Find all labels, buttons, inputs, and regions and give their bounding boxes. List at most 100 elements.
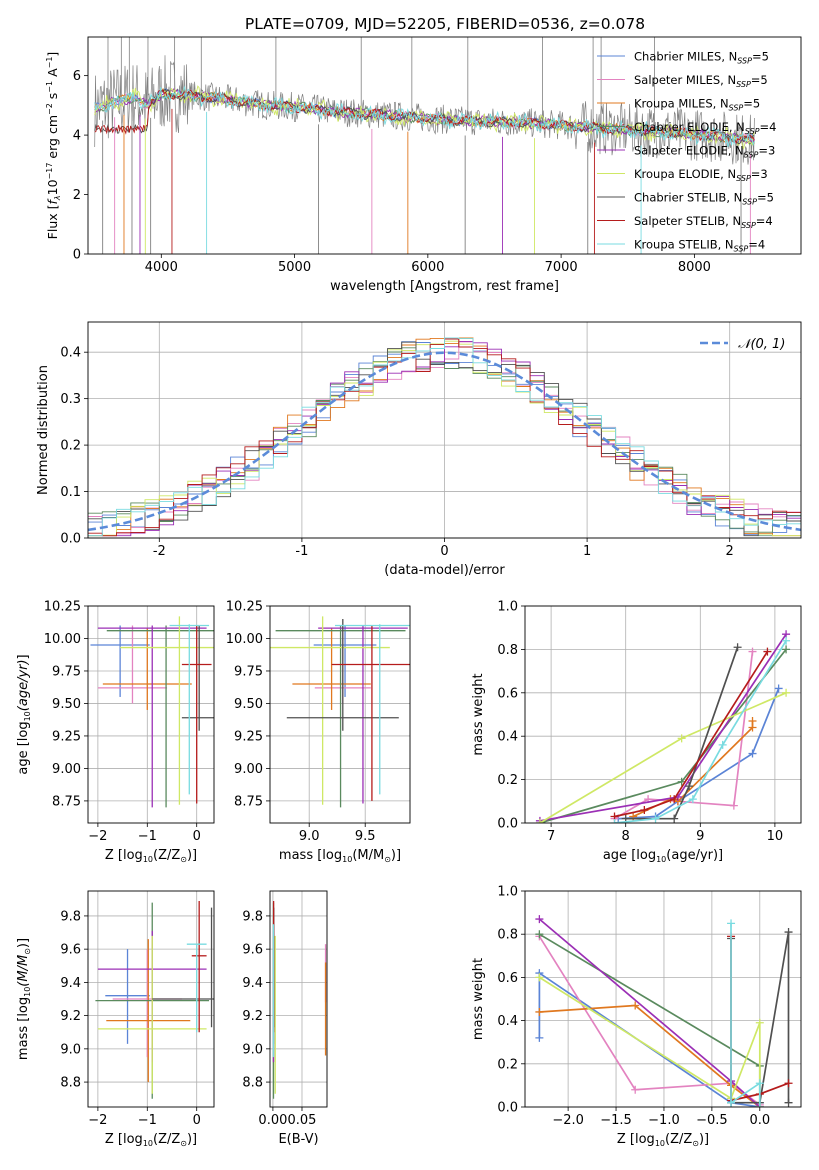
errorbar-chabrier_miles xyxy=(90,625,150,697)
x-tick-label: −1.0 xyxy=(648,1113,680,1128)
residuals-axes: -2 -1 0 1 2 0.0 0.1 0.2 0.3 0.4 (data-model)/error… xyxy=(36,321,802,578)
errorbar-salpeter_miles xyxy=(112,949,182,1058)
weight-marker xyxy=(631,1001,640,1010)
y-tick-label: 0.3 xyxy=(60,392,81,407)
weight-marker xyxy=(784,928,793,937)
y-tick-label: 1.0 xyxy=(497,885,518,900)
y-tick-label: 8.8 xyxy=(242,1076,263,1091)
legend-entry: Chabrier ELODIE, NSSP=4 xyxy=(634,120,776,136)
weight_vs_age-axes: 7 8 9 10 0.0 0.2 0.4 0.6 0.8 1.0 age [log10(age/yr… xyxy=(471,600,802,864)
spectrum-axes: 4000 5000 6000 7000 8000 0 2 4 6 wavelength [Angs… xyxy=(45,36,802,294)
legend-entry: Salpeter MILES, NSSP=5 xyxy=(634,73,768,89)
x-tick-label: 0.00 xyxy=(258,1113,287,1128)
weight-line xyxy=(538,976,761,1107)
weight-marker xyxy=(670,795,679,804)
mass_vs_Z-panel: −2 −1 0 8.8 9.0 9.2 9.4 9.6 9.8 Z [log10(Z/Z⊙)] ma… xyxy=(16,890,215,1148)
x-tick-label: −2 xyxy=(88,1113,107,1128)
weight-marker xyxy=(733,643,742,652)
residuals-panel: -2 -1 0 1 2 0.0 0.1 0.2 0.3 0.4 (data-model)/error… xyxy=(36,321,802,578)
weight-marker xyxy=(685,782,694,791)
errorbar-kroupa_elodie xyxy=(270,616,390,805)
weight-series-chabrier_miles xyxy=(535,969,764,1107)
weight-marker xyxy=(774,684,783,693)
weight_vs_age-y-axis-label: mass weight xyxy=(471,673,486,755)
y-tick-label: 0.6 xyxy=(497,971,518,986)
y-tick-label: 9.25 xyxy=(234,729,263,744)
x-tick-label: 0 xyxy=(193,829,201,844)
x-tick-label: 4000 xyxy=(145,260,178,275)
spectrum-model-salpeter_stelib xyxy=(94,88,755,145)
errorbar-salpeter_elodie xyxy=(97,625,207,808)
y-tick-label: 9.50 xyxy=(52,697,81,712)
weight-marker xyxy=(755,1103,764,1107)
weight-marker xyxy=(535,1033,544,1042)
spectrum-model-kroupa_stelib xyxy=(94,85,755,147)
y-tick-label: 0.2 xyxy=(497,773,518,788)
y-tick-label: 9.4 xyxy=(242,976,263,991)
errorbar-kroupa_stelib xyxy=(169,624,210,795)
weight_vs_age-x-axis-label: age [log10(age/yr)] xyxy=(603,848,723,864)
weight-marker xyxy=(727,1098,736,1107)
weight-series-kroupa_stelib xyxy=(610,636,791,823)
weight-line xyxy=(539,1004,761,1107)
weight-series-salpeter_elodie xyxy=(535,915,764,1107)
age_vs_mass-frame xyxy=(269,605,411,824)
y-tick-label: 8.75 xyxy=(52,794,81,809)
weight-series-salpeter_stelib xyxy=(610,647,772,821)
weight-series-kroupa_elodie xyxy=(535,688,791,823)
age_vs_Z-grid xyxy=(88,605,214,823)
mass_vs_Z-frame xyxy=(87,890,215,1108)
x-tick-label: −1 xyxy=(138,1113,157,1128)
y-tick-label: 9.50 xyxy=(234,697,263,712)
spectrum-x-axis-label: wavelength [Angstrom, rest frame] xyxy=(330,279,559,294)
weight-marker xyxy=(748,647,757,656)
x-tick-label: −1.5 xyxy=(600,1113,632,1128)
y-tick-label: 9.0 xyxy=(242,1042,263,1057)
x-tick-label: 8 xyxy=(622,829,630,844)
histogram-salpeter_elodie xyxy=(88,340,801,537)
errorbar-kroupa_miles xyxy=(102,628,192,710)
y-tick-label: 0.8 xyxy=(497,643,518,658)
x-tick-label: 5000 xyxy=(278,260,311,275)
mass_vs_EBV-x-axis-label: E(B-V) xyxy=(278,1132,318,1147)
age_vs_Z-plot-area xyxy=(90,616,214,808)
errorbar-chabrier_elodie xyxy=(275,625,406,808)
weight-line xyxy=(538,918,761,1107)
errorbar-kroupa_elodie xyxy=(97,935,207,1094)
x-tick-label: −0.5 xyxy=(696,1113,728,1128)
x-tick-label: 9 xyxy=(696,829,704,844)
y-tick-label: 0.2 xyxy=(497,1057,518,1072)
x-tick-label: 9.5 xyxy=(355,829,376,844)
histogram-chabrier_elodie xyxy=(88,347,801,533)
x-tick-label: 8000 xyxy=(678,260,711,275)
legend-entry: Salpeter ELODIE, NSSP=3 xyxy=(634,144,775,160)
y-tick-label: 9.00 xyxy=(234,762,263,777)
spectrum-data-line xyxy=(94,55,755,165)
legend-entry: Kroupa STELIB, NSSP=4 xyxy=(634,238,765,254)
weight-marker xyxy=(535,1007,544,1016)
y-tick-label: 10.00 xyxy=(44,632,81,647)
weight_vs_Z-frame xyxy=(524,890,802,1108)
weight_vs_Z-axes: −2.0 −1.5 −1.0 −0.5 0.0 0.0 0.2 0.4 0.6 0.8 1.0 Z [… xyxy=(471,885,802,1148)
weight_vs_age-grid xyxy=(525,605,801,824)
errorbar-salpeter_stelib xyxy=(181,625,212,804)
x-tick-label: 10 xyxy=(767,829,784,844)
histogram-chabrier_stelib xyxy=(88,341,801,537)
y-tick-label: 8.8 xyxy=(60,1076,81,1091)
y-tick-label: 10.25 xyxy=(44,600,81,615)
weight-marker xyxy=(651,814,660,823)
errorbar-chabrier_elodie xyxy=(106,625,214,808)
y-tick-label: 9.25 xyxy=(52,729,81,744)
y-tick-label: 0.8 xyxy=(497,928,518,943)
x-tick-label: −2.0 xyxy=(552,1113,584,1128)
weight-marker xyxy=(784,1098,793,1107)
figure-title: PLATE=0709, MJD=52205, FIBERID=0536, z=0… xyxy=(245,15,645,33)
weight-marker xyxy=(688,795,697,804)
mass_vs_EBV-grid xyxy=(270,891,327,1107)
weight-line xyxy=(538,971,761,1107)
x-tick-label: 6000 xyxy=(411,260,444,275)
mass_vs_EBV-plot-area xyxy=(272,900,327,1099)
age_vs_mass-panel: 9.0 9.5 8.75 9.00 9.25 9.50 9.75 10.00 10.25 mass… xyxy=(226,600,411,864)
